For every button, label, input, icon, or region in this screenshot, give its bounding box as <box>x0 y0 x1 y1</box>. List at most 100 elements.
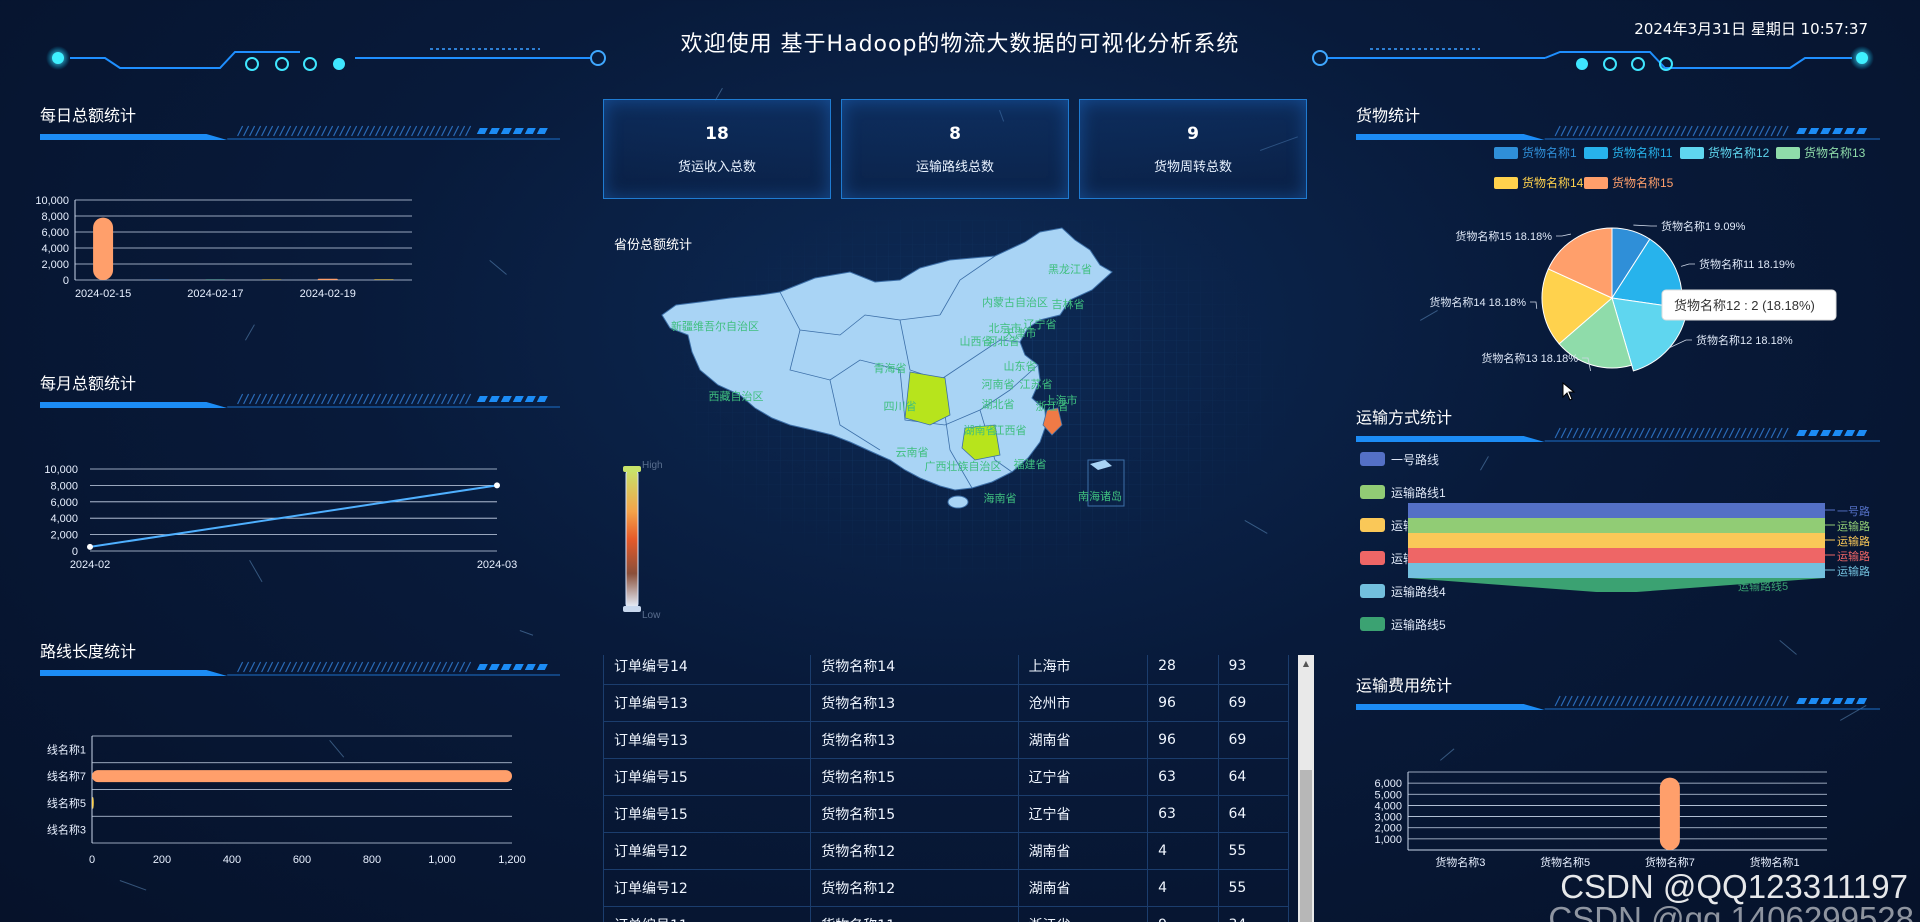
map-province-label: 上海市 <box>1045 393 1078 407</box>
table-cell: 96 <box>1147 721 1219 759</box>
table-row: 订单编号13 货物名称13 湖南省 96 69 <box>603 721 1289 759</box>
daily-bar <box>93 217 114 280</box>
table-cell: 湖南省 <box>1017 869 1149 907</box>
pie-label: 货物名称1 9.09% <box>1661 219 1746 233</box>
y-tick-label: 2,000 <box>1374 823 1402 835</box>
y-tick-label: 8,000 <box>50 480 78 492</box>
table-cell: 订单编号15 <box>603 795 812 833</box>
map-province-label: 江西省 <box>994 424 1027 437</box>
table-cell: 34 <box>1217 906 1289 922</box>
map-province-label: 北京市 <box>989 321 1022 335</box>
table-cell: 4 <box>1147 869 1219 907</box>
table-row: 订单编号15 货物名称15 辽宁省 63 64 <box>603 795 1289 833</box>
panel-title-monthly: 每月总额统计 <box>40 374 137 393</box>
table-cell: 货物名称15 <box>810 758 1019 796</box>
pie-leader-line <box>1556 233 1571 237</box>
funnel-layer <box>1408 518 1825 533</box>
table-cell: 69 <box>1217 684 1289 722</box>
y-tick-label: 10,000 <box>44 464 78 476</box>
x-tick-label: 400 <box>223 854 241 866</box>
legend-label: 货物名称12 <box>1708 145 1770 160</box>
table-cell: 4 <box>1147 832 1219 870</box>
route-bar <box>92 796 94 809</box>
kpi-card-routes: 8 运输路线总数 <box>841 99 1069 199</box>
pie-leader-line <box>1633 224 1657 227</box>
panel-title-route-length: 路线长度统计 <box>40 642 137 661</box>
kpi-value: 18 <box>705 124 729 144</box>
x-tick-label: 2024-02-17 <box>187 288 243 300</box>
y-tick-label: 2,000 <box>41 259 69 271</box>
y-tick-label: 线名称1 <box>47 742 86 756</box>
x-tick-label: 货物名称1 <box>1750 855 1800 869</box>
datetime-display: 2024年3月31日 星期日 10:57:37 <box>1634 20 1868 38</box>
map-province-label: 湖北省 <box>982 398 1015 411</box>
table-cell: 货物名称13 <box>810 721 1019 759</box>
legend-swatch <box>1494 177 1518 189</box>
page-title: 欢迎使用 基于Hadoop的物流大数据的可视化分析系统 <box>680 32 1240 57</box>
table-cell: 55 <box>1217 869 1289 907</box>
legend-swatch <box>1360 584 1385 598</box>
scroll-up-arrow-icon[interactable]: ▲ <box>1302 659 1310 668</box>
y-tick-label: 6,000 <box>1374 778 1402 790</box>
monthly-point <box>494 482 500 489</box>
map-province-label: 西藏自治区 <box>709 389 764 403</box>
province-hunan <box>961 424 1001 461</box>
x-tick-label: 货物名称3 <box>1435 855 1485 869</box>
y-tick-label: 8,000 <box>41 211 69 223</box>
table-cell: 63 <box>1147 758 1219 796</box>
kpi-value: 8 <box>949 124 961 144</box>
table-cell: 浙江省 <box>1017 906 1149 922</box>
kpi-label: 货物周转总数 <box>1153 160 1232 175</box>
legend-swatch <box>1360 485 1385 499</box>
x-tick-label: 0 <box>89 854 95 866</box>
y-tick-label: 4,000 <box>50 513 78 525</box>
legend-swatch <box>1360 518 1385 532</box>
panel-title-transport-mode: 运输方式统计 <box>1356 408 1453 427</box>
table-cell: 订单编号15 <box>603 758 812 796</box>
funnel-label: 一号路 <box>1837 505 1870 518</box>
y-tick-label: 6,000 <box>41 227 69 239</box>
table-cell: 订单编号12 <box>603 832 812 870</box>
map-province-label: 山东省 <box>1004 360 1037 373</box>
funnel-label: 运输路 <box>1837 549 1870 563</box>
legend-label: 货物名称1 <box>1522 145 1577 160</box>
pie-tooltip <box>1661 289 1837 321</box>
y-tick-label: 4,000 <box>41 243 69 255</box>
map-province-label: 江苏省 <box>1020 378 1053 391</box>
panel-title-underline <box>1356 125 1880 140</box>
watermark-secondary: CSDN @qq 1406299528 <box>1548 900 1914 922</box>
x-tick-label: 2024-02-19 <box>300 288 356 300</box>
table-cell: 96 <box>1147 684 1219 722</box>
china-mainland-shape <box>661 227 1113 491</box>
y-tick-label: 线名称5 <box>47 796 86 810</box>
panel-title-underline <box>40 661 560 676</box>
table-cell: 55 <box>1217 832 1289 870</box>
x-tick-label: 货物名称7 <box>1645 855 1695 869</box>
monthly-point <box>87 543 93 550</box>
map-province-label: 黑龙江省 <box>1048 263 1092 276</box>
pie-leader-line <box>1669 339 1692 349</box>
province-sichuan <box>904 371 951 426</box>
y-tick-label: 0 <box>72 546 78 558</box>
table-scroll-thumb[interactable] <box>1300 770 1312 922</box>
kpi-card-turnover: 9 货物周转总数 <box>1079 99 1307 199</box>
funnel-bottom-label: 运输路线5 <box>1738 579 1788 593</box>
map-province-label: 天津市 <box>1004 326 1037 340</box>
table-cell: 订单编号12 <box>603 869 812 907</box>
table-row: 订单编号13 货物名称13 沧州市 96 69 <box>603 684 1289 722</box>
panel-title-underline <box>1356 427 1880 442</box>
table-cell: 63 <box>1147 795 1219 833</box>
panel-title-underline <box>40 393 560 408</box>
route-length-chart: 线名称1 线名称7 线名称5 线名称3 0 200 400 600 800 1,000 1,200 <box>47 735 526 866</box>
pie-slice <box>1541 268 1613 345</box>
funnel-layer <box>1408 578 1825 592</box>
map-province-label: 南海诸岛 <box>1078 489 1122 503</box>
y-tick-label: 5,000 <box>1374 789 1402 801</box>
funnel-label: 运输路 <box>1837 564 1870 578</box>
map-province-label: 云南省 <box>896 446 929 459</box>
x-tick-label: 800 <box>363 854 381 866</box>
visualmap-bar <box>625 469 639 609</box>
panel-title-underline <box>40 125 560 140</box>
table-row: 订单编号14 货物名称14 上海市 28 93 <box>603 655 1289 685</box>
